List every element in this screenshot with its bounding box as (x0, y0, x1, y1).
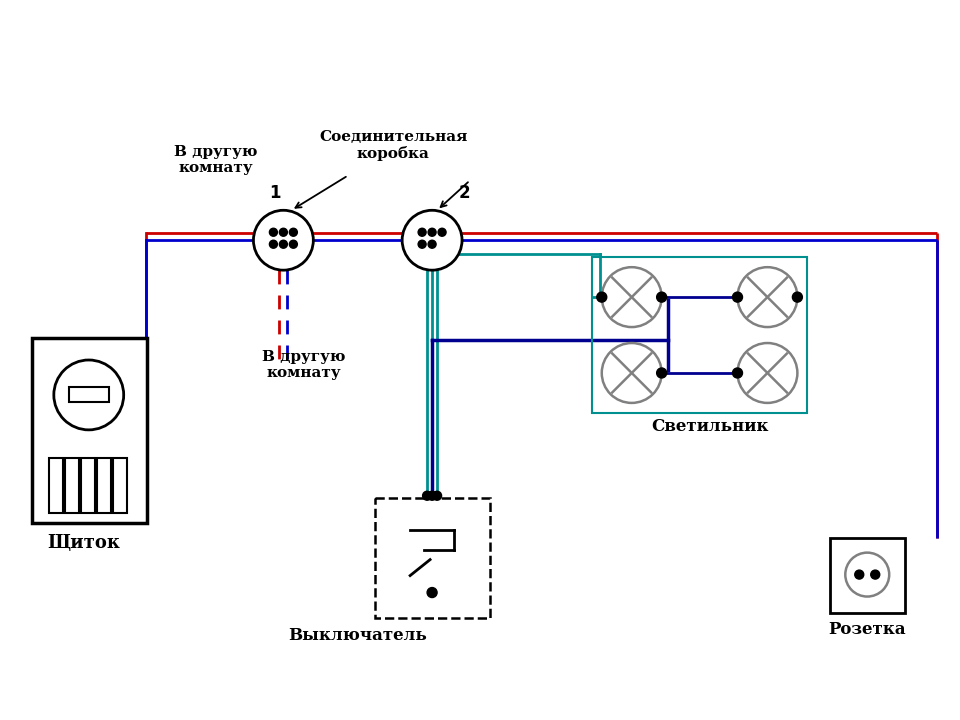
Circle shape (427, 491, 437, 500)
Circle shape (792, 292, 803, 302)
Circle shape (279, 228, 287, 236)
Circle shape (270, 240, 277, 248)
Text: Соединительная
коробка: Соединительная коробка (319, 130, 468, 161)
Circle shape (428, 240, 436, 248)
Bar (81, 458, 95, 513)
Circle shape (289, 240, 298, 248)
Text: 1: 1 (270, 184, 281, 202)
Circle shape (279, 240, 287, 248)
Circle shape (846, 553, 889, 597)
Circle shape (270, 228, 277, 236)
Circle shape (737, 343, 798, 403)
Circle shape (854, 570, 864, 579)
Circle shape (253, 210, 313, 270)
Text: Светильник: Светильник (651, 418, 768, 435)
Circle shape (597, 292, 607, 302)
Text: Выключатель: Выключатель (288, 628, 426, 644)
Circle shape (602, 343, 661, 403)
Circle shape (602, 267, 661, 327)
Circle shape (289, 228, 298, 236)
Bar (97, 458, 110, 513)
Bar (375, 498, 490, 618)
Bar (69, 387, 108, 402)
Text: В другую
комнату: В другую комнату (174, 145, 257, 176)
Bar (65, 458, 79, 513)
Circle shape (737, 267, 798, 327)
Circle shape (419, 240, 426, 248)
Text: 2: 2 (458, 184, 469, 202)
Text: В другую
комнату: В другую комнату (262, 350, 345, 380)
Circle shape (428, 228, 436, 236)
Circle shape (419, 228, 426, 236)
Circle shape (732, 368, 742, 378)
Circle shape (438, 228, 446, 236)
Circle shape (871, 570, 879, 579)
Circle shape (422, 491, 432, 500)
Circle shape (427, 588, 437, 598)
Bar (49, 458, 62, 513)
Circle shape (732, 292, 742, 302)
Text: Розетка: Розетка (828, 621, 906, 639)
Circle shape (433, 491, 442, 500)
Bar (830, 538, 905, 613)
Circle shape (657, 292, 666, 302)
Circle shape (402, 210, 462, 270)
Bar (591, 257, 807, 413)
Circle shape (54, 360, 124, 430)
Text: Щиток: Щиток (47, 534, 120, 552)
Circle shape (657, 368, 666, 378)
Bar (112, 458, 127, 513)
Bar (32, 338, 147, 523)
